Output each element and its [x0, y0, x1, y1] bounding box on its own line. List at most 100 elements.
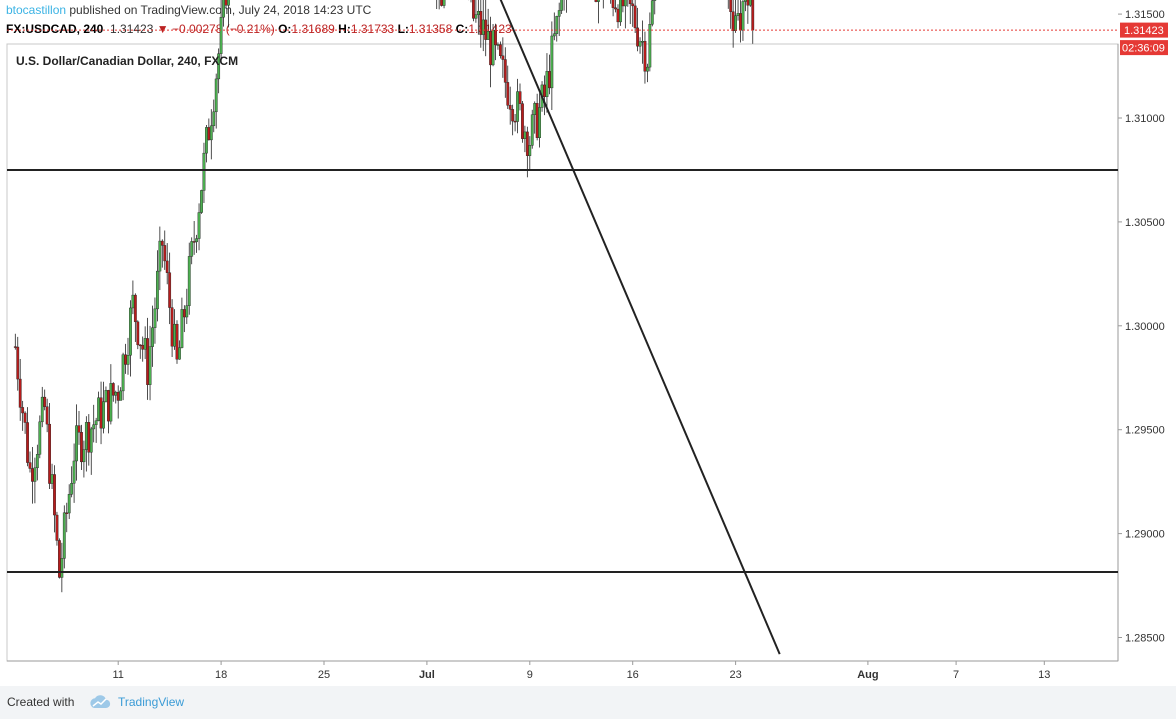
candle-body: [192, 241, 196, 243]
time-tick-label: 16: [627, 669, 639, 681]
open-label: O:: [278, 22, 292, 36]
candle-body: [116, 391, 120, 401]
candle-body: [219, 16, 223, 54]
candle-body: [503, 59, 507, 83]
time-tick-label: 13: [1038, 669, 1050, 681]
author-link[interactable]: btocastillon: [6, 3, 67, 17]
close-label: C:: [455, 22, 469, 36]
price-tick-label: 1.28500: [1125, 633, 1165, 645]
trend-line: [499, 0, 781, 655]
candle-body: [528, 145, 532, 156]
created-with-label: Created with: [7, 695, 75, 709]
candle-body: [23, 412, 27, 423]
candle-body: [543, 84, 546, 97]
candle-body: [92, 424, 96, 430]
time-axis[interactable]: 11 18 25 Jul 9 16 23 Aug 7 13: [112, 661, 1050, 681]
candle-body: [611, 0, 615, 8]
candle-body: [621, 0, 625, 7]
countdown-label: 02:36:09: [1122, 43, 1165, 55]
candle-body: [75, 425, 78, 462]
candle-body: [173, 323, 176, 347]
low-value: 1.31358: [408, 22, 453, 36]
candle-body: [594, 0, 598, 2]
price-axis[interactable]: 1.340001.335001.330001.325001.320001.315…: [1118, 0, 1165, 645]
candle-body: [72, 460, 76, 484]
candle-body: [151, 327, 154, 347]
candle-body: [87, 422, 91, 453]
trend-line: [0, 0, 295, 43]
candle-body: [533, 103, 537, 115]
candle-body: [170, 307, 174, 347]
candle-body: [508, 105, 512, 110]
candle-body: [180, 309, 184, 348]
time-tick-label: 7: [953, 669, 959, 681]
candle-body: [67, 494, 71, 514]
time-tick-label: 25: [318, 669, 330, 681]
candle-body: [143, 338, 147, 350]
symbol-label: FX:USDCAD, 240: [6, 22, 104, 36]
candle-body: [119, 390, 123, 401]
candle-body: [89, 428, 93, 453]
price-tick-label: 1.30500: [1125, 217, 1165, 229]
candle-body: [178, 347, 181, 360]
candle-body: [26, 422, 29, 463]
candle-body: [538, 107, 542, 138]
candle-body: [38, 421, 42, 455]
high-value: 1.31733: [350, 22, 395, 36]
price-tick-label: 1.31500: [1125, 9, 1165, 21]
candle-body: [185, 305, 189, 318]
low-label: L:: [397, 22, 409, 36]
candle-body: [731, 11, 735, 31]
candle-body: [648, 24, 652, 68]
last-price-tag: 1.31423: [1120, 22, 1168, 38]
candle-body: [77, 425, 81, 433]
candle-body: [217, 53, 221, 80]
candle-body: [182, 309, 186, 318]
tradingview-cloud-icon[interactable]: [88, 694, 112, 710]
footer: Created with TradingView: [0, 686, 1176, 719]
candle-body: [474, 14, 478, 19]
candle-body: [650, 0, 654, 25]
candle-body: [207, 127, 211, 141]
candle-body: [111, 383, 115, 396]
time-tick-label: 9: [527, 669, 533, 681]
candle-body: [43, 396, 47, 407]
candle-body: [597, 0, 600, 2]
candle-body: [124, 354, 127, 365]
last-price: 1.31423: [110, 22, 154, 36]
plot-area[interactable]: [6, 43, 1119, 662]
candle-body: [489, 31, 492, 66]
tradingview-brand-link[interactable]: TradingView: [118, 695, 185, 709]
candle-body: [99, 397, 103, 429]
price-chart[interactable]: 1.340001.335001.330001.325001.320001.315…: [0, 0, 1176, 686]
candle-body: [638, 41, 642, 47]
candle-body: [82, 449, 86, 463]
candle-body: [94, 420, 98, 425]
candle-body: [227, 0, 230, 6]
candle-body: [550, 35, 554, 89]
publish-info: published on TradingView.com, July 24, 2…: [66, 3, 372, 17]
candle-body: [748, 0, 752, 6]
candle-body: [525, 131, 529, 156]
candle-body: [739, 13, 742, 31]
candle-body: [511, 109, 515, 122]
candle-body: [476, 11, 480, 15]
candle-body: [133, 294, 137, 323]
candle-body: [70, 483, 74, 495]
last-price-tag-label: 1.31423: [1124, 25, 1164, 37]
candle-body: [187, 256, 191, 306]
candle-body: [62, 512, 66, 559]
candle-body: [653, 0, 657, 1]
candle-body: [440, 0, 443, 6]
down-arrow-icon: ▼: [156, 22, 169, 36]
candle-body: [535, 103, 539, 138]
candle-body: [631, 3, 635, 7]
candle-body: [212, 111, 216, 127]
candle-body: [31, 468, 34, 482]
candle-body: [48, 423, 52, 484]
trend-lines[interactable]: [0, 0, 781, 655]
candle-body: [481, 19, 485, 35]
candle-body: [148, 346, 152, 385]
candle-body: [195, 238, 198, 243]
candle-body: [751, 0, 755, 31]
